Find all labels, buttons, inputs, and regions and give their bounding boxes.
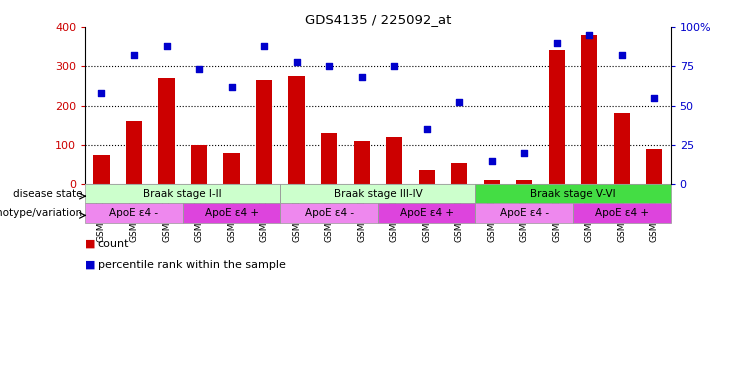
Point <box>388 63 400 69</box>
Point <box>583 31 595 38</box>
Bar <box>85 184 280 204</box>
Bar <box>126 121 142 184</box>
Point <box>96 90 107 96</box>
Point <box>128 52 140 58</box>
Bar <box>451 162 468 184</box>
Text: percentile rank within the sample: percentile rank within the sample <box>98 260 286 270</box>
Text: Braak stage I-II: Braak stage I-II <box>144 189 222 199</box>
Bar <box>476 204 573 223</box>
Bar <box>484 180 500 184</box>
Bar <box>183 204 280 223</box>
Bar <box>386 137 402 184</box>
Bar <box>378 204 476 223</box>
Bar <box>288 76 305 184</box>
Point <box>323 63 335 69</box>
Title: GDS4135 / 225092_at: GDS4135 / 225092_at <box>305 13 451 26</box>
Text: ApoE ε4 -: ApoE ε4 - <box>110 208 159 218</box>
Text: ApoE ε4 +: ApoE ε4 + <box>399 208 453 218</box>
Point <box>290 58 302 65</box>
Bar <box>476 184 671 204</box>
Text: ApoE ε4 -: ApoE ε4 - <box>499 208 549 218</box>
Bar <box>159 78 175 184</box>
Bar <box>581 35 597 184</box>
Text: count: count <box>98 239 130 249</box>
Point <box>193 66 205 73</box>
Point <box>648 94 660 101</box>
Point <box>551 40 562 46</box>
Bar <box>321 133 337 184</box>
Bar <box>646 149 662 184</box>
Bar <box>516 180 532 184</box>
Bar <box>191 145 207 184</box>
Text: ApoE ε4 -: ApoE ε4 - <box>305 208 353 218</box>
Point <box>356 74 368 80</box>
Text: Braak stage V-VI: Braak stage V-VI <box>531 189 616 199</box>
Text: ApoE ε4 +: ApoE ε4 + <box>205 208 259 218</box>
Bar <box>353 141 370 184</box>
Point <box>616 52 628 58</box>
Point <box>225 84 237 90</box>
Text: genotype/variation: genotype/variation <box>0 208 82 218</box>
Point <box>518 150 530 156</box>
Bar <box>548 50 565 184</box>
Bar <box>256 80 272 184</box>
Bar <box>614 113 630 184</box>
Text: ApoE ε4 +: ApoE ε4 + <box>595 208 649 218</box>
Bar <box>224 153 239 184</box>
Point <box>486 157 498 164</box>
Bar <box>573 204 671 223</box>
Point <box>258 43 270 49</box>
Text: ■: ■ <box>85 260 99 270</box>
Text: disease state: disease state <box>13 189 82 199</box>
Bar <box>280 184 476 204</box>
Bar <box>85 204 183 223</box>
Point <box>421 126 433 132</box>
Bar <box>419 170 435 184</box>
Point <box>161 43 173 49</box>
Bar <box>280 204 378 223</box>
Text: Braak stage III-IV: Braak stage III-IV <box>333 189 422 199</box>
Point <box>453 99 465 106</box>
Text: ■: ■ <box>85 239 99 249</box>
Bar <box>93 155 110 184</box>
